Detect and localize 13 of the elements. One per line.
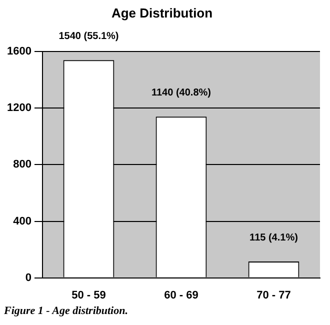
y-tick-label: 0	[25, 272, 32, 284]
chart-title: Age Distribution	[111, 5, 213, 20]
caption: Figure 1 - Age distribution.	[4, 305, 129, 317]
y-tick-label: 1200	[6, 102, 32, 114]
y-tick-label: 1600	[6, 46, 32, 58]
y-tick-label: 800	[13, 158, 32, 171]
x-tick-label: 60 - 69	[164, 289, 198, 302]
data-label: 115 (4.1%)	[250, 232, 298, 244]
x-tick-label: 50 - 59	[72, 289, 106, 302]
x-tick-label: 70 - 77	[256, 289, 291, 302]
data-label: 1140 (40.8%)	[151, 87, 211, 98]
y-tick-label: 400	[13, 215, 32, 228]
data-label: 1540 (55.1%)	[58, 30, 119, 42]
